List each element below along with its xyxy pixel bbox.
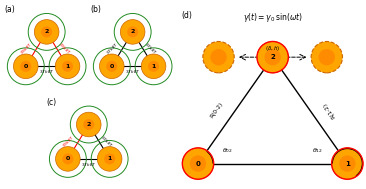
Circle shape: [182, 148, 214, 179]
Circle shape: [311, 42, 343, 73]
Text: R(1-2): R(1-2): [321, 101, 336, 119]
Text: $37k_BT$: $37k_BT$: [105, 41, 121, 57]
Text: R(0-2): R(0-2): [209, 101, 224, 119]
Text: $37k_BT$: $37k_BT$: [81, 161, 96, 169]
Circle shape: [104, 153, 115, 164]
Circle shape: [120, 20, 145, 44]
Text: $(\delta,h)$: $(\delta,h)$: [265, 44, 280, 53]
Circle shape: [56, 147, 80, 171]
Text: $37k_BT$: $37k_BT$: [98, 134, 114, 150]
Text: $37k_BT$: $37k_BT$: [39, 69, 54, 76]
Circle shape: [190, 155, 206, 172]
Text: (b): (b): [90, 5, 101, 15]
Text: 2: 2: [45, 29, 49, 34]
Circle shape: [100, 54, 124, 79]
Text: 0: 0: [195, 161, 201, 167]
Text: (a): (a): [4, 5, 15, 15]
Circle shape: [141, 54, 166, 79]
Circle shape: [318, 49, 335, 65]
Circle shape: [257, 42, 288, 73]
Circle shape: [106, 61, 117, 72]
Circle shape: [55, 54, 80, 79]
Circle shape: [76, 112, 101, 137]
Text: $39k_BT$: $39k_BT$: [56, 41, 72, 57]
Text: 2: 2: [270, 54, 275, 60]
Circle shape: [339, 155, 355, 172]
Circle shape: [83, 119, 94, 130]
Circle shape: [97, 147, 122, 171]
Circle shape: [14, 54, 38, 79]
Circle shape: [265, 49, 281, 65]
Text: $39k_BT$: $39k_BT$: [19, 41, 35, 57]
Text: 0: 0: [110, 64, 114, 69]
Text: (c): (c): [46, 98, 56, 107]
Text: 2: 2: [87, 122, 91, 127]
Text: 1: 1: [66, 64, 70, 69]
Text: 0: 0: [66, 156, 70, 161]
Circle shape: [34, 20, 59, 44]
Text: 1: 1: [108, 156, 112, 161]
Text: (d): (d): [181, 11, 192, 19]
Text: $37k_BT$: $37k_BT$: [142, 41, 158, 57]
Text: $\theta_{02}$: $\theta_{02}$: [222, 146, 233, 155]
Text: $\gamma(t) = \gamma_0\,\sin(\omega t)$: $\gamma(t) = \gamma_0\,\sin(\omega t)$: [243, 11, 303, 23]
Circle shape: [62, 61, 73, 72]
Circle shape: [127, 26, 138, 37]
Circle shape: [20, 61, 31, 72]
Text: $39k_BT$: $39k_BT$: [61, 134, 77, 150]
Text: 0: 0: [24, 64, 28, 69]
Text: $\theta_{12}$: $\theta_{12}$: [312, 146, 323, 155]
Text: 1: 1: [152, 64, 156, 69]
Text: 1: 1: [345, 161, 350, 167]
Circle shape: [148, 61, 159, 72]
Circle shape: [332, 148, 363, 179]
Text: $37k_BT$: $37k_BT$: [125, 69, 140, 76]
Text: 2: 2: [131, 29, 135, 34]
Circle shape: [62, 153, 74, 164]
Circle shape: [203, 42, 234, 73]
Circle shape: [210, 49, 227, 65]
Circle shape: [41, 26, 52, 37]
